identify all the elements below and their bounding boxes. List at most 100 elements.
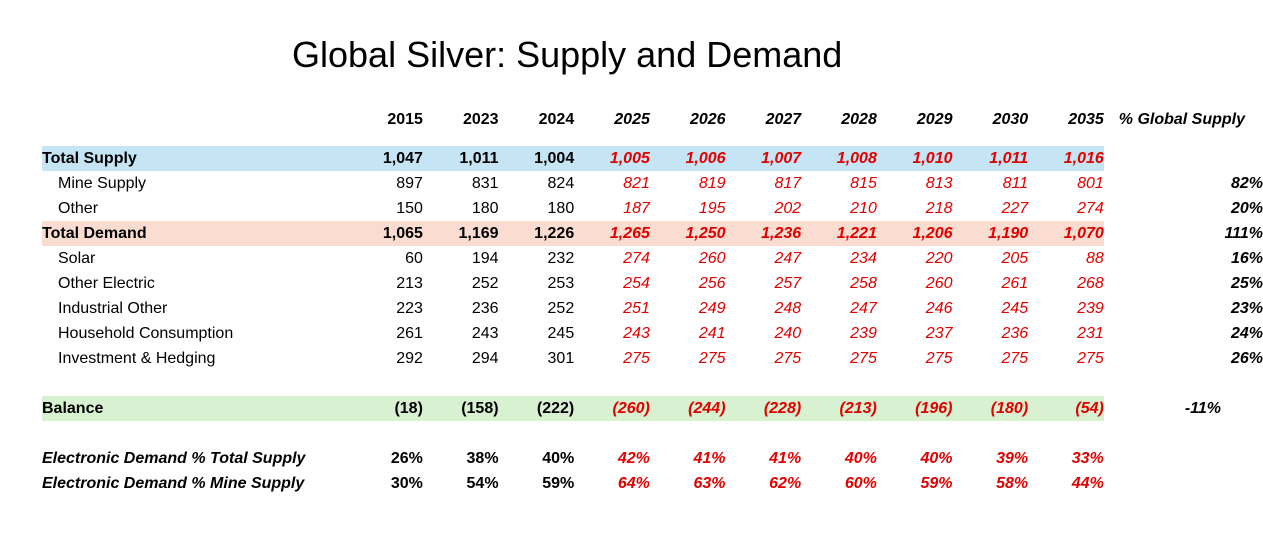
row-other-electric: Other Electric 213 252 253 254 256 257 258 260 26… [42,271,1263,296]
value-cell: 195 [698,199,726,217]
value-cell: 223 [396,299,423,317]
value-cell: 1,004 [498,146,575,171]
value-cell: 260 [925,274,953,292]
value-cell: 253 [547,274,575,292]
value-cell: 187 [623,199,650,217]
value-cell: 258 [850,274,877,292]
value-cell: 815 [850,174,877,192]
pct-global-supply-cell: 20% [1230,199,1263,217]
row-other-supply: Other 150 180 180 187 195 202 210 218 227 274 20% [42,196,1263,221]
pct-global-supply-cell [1104,471,1263,496]
row-label: Total Demand [42,221,348,246]
value-cell: 248 [774,299,802,317]
value-cell: 260 [698,249,726,267]
row-label: Other Electric [58,274,155,292]
value-cell: 1,011 [422,146,499,171]
value-cell: 1,011 [952,146,1029,171]
value-cell: 194 [471,249,499,267]
value-cell: 1,250 [649,221,726,246]
value-cell: 247 [850,299,877,317]
pct-global-supply-cell: 16% [1230,249,1263,267]
value-cell: 897 [396,174,423,192]
value-cell: 40% [542,449,575,467]
value-cell: (222) [498,396,575,421]
value-cell: 40% [844,449,877,467]
year-header: 2015 [387,111,423,128]
value-cell: 275 [698,349,726,367]
value-cell: 41% [769,449,802,467]
year-header: 2027 [765,111,802,128]
value-cell: 1,236 [725,221,802,246]
value-cell: 294 [471,349,499,367]
value-cell: 59% [542,474,575,492]
year-header: 2026 [689,111,726,128]
value-cell: 241 [698,324,726,342]
row-electronic-demand-mine-supply: Electronic Demand % Mine Supply 30% 54% 59%… [42,471,1263,496]
row-investment-hedging: Investment & Hedging 292 294 301 275 275 275 27… [42,346,1263,371]
value-cell: 274 [623,249,650,267]
year-header: 2035 [1068,111,1104,128]
year-header: 2030 [992,111,1029,128]
value-cell: 275 [925,349,953,367]
year-header: 2029 [916,111,953,128]
row-total-supply: Total Supply 1,047 1,011 1,004 1,005 1,006 1,0… [42,146,1263,171]
value-cell: 301 [547,349,575,367]
value-cell: 1,016 [1028,146,1104,171]
value-cell: 231 [1077,324,1104,342]
value-cell: 1,169 [422,221,499,246]
value-cell: 1,226 [498,221,575,246]
value-cell: 245 [547,324,575,342]
spacer-row [42,371,1263,396]
pct-global-supply-header: % Global Supply [1118,111,1245,128]
value-cell: 252 [547,299,575,317]
value-cell: 249 [698,299,726,317]
value-cell: 292 [396,349,423,367]
row-balance: Balance (18) (158) (222) (260) (244) (228) (213… [42,396,1263,421]
row-label: Total Supply [42,146,348,171]
pct-global-supply-cell: 111% [1224,224,1263,242]
value-cell: (213) [801,396,877,421]
row-industrial-other: Industrial Other 223 236 252 251 249 248 247 246… [42,296,1263,321]
value-cell: 205 [1001,249,1029,267]
value-cell: 62% [769,474,802,492]
value-cell: 821 [623,174,650,192]
value-cell: 236 [471,299,499,317]
value-cell: 60% [844,474,877,492]
value-cell: 1,190 [952,221,1029,246]
row-label: Electronic Demand % Total Supply [42,449,306,467]
value-cell: 38% [466,449,499,467]
header-blank [42,104,347,136]
value-cell: 813 [925,174,953,192]
value-cell: 274 [1077,199,1104,217]
pct-global-supply-cell: 25% [1230,274,1263,292]
value-cell: 59% [920,474,953,492]
row-label: Mine Supply [58,174,147,192]
value-cell: 257 [774,274,802,292]
value-cell: 268 [1077,274,1104,292]
value-cell: 41% [693,449,726,467]
value-cell: 232 [547,249,575,267]
value-cell: 1,008 [801,146,877,171]
value-cell: (54) [1028,396,1104,421]
value-cell: 275 [850,349,877,367]
value-cell: 64% [617,474,650,492]
pct-global-supply-cell: 24% [1230,324,1263,342]
value-cell: 275 [623,349,650,367]
pct-global-supply-cell: 23% [1230,299,1263,317]
value-cell: 88 [1086,249,1104,267]
value-cell: 247 [774,249,802,267]
value-cell: 1,265 [574,221,650,246]
value-cell: 824 [547,174,575,192]
value-cell: 234 [850,249,877,267]
value-cell: 213 [396,274,423,292]
pct-global-supply-cell [1104,446,1263,471]
year-header: 2025 [614,111,650,128]
value-cell: 245 [1001,299,1029,317]
value-cell: 202 [774,199,802,217]
spacer-row [42,421,1263,446]
row-label: Other [58,199,99,217]
value-cell: 246 [925,299,953,317]
value-cell: 60 [405,249,423,267]
value-cell: 1,010 [876,146,953,171]
year-header-row: 2015 2023 2024 2025 2026 2027 2028 2029 2030 2035… [42,104,1263,136]
